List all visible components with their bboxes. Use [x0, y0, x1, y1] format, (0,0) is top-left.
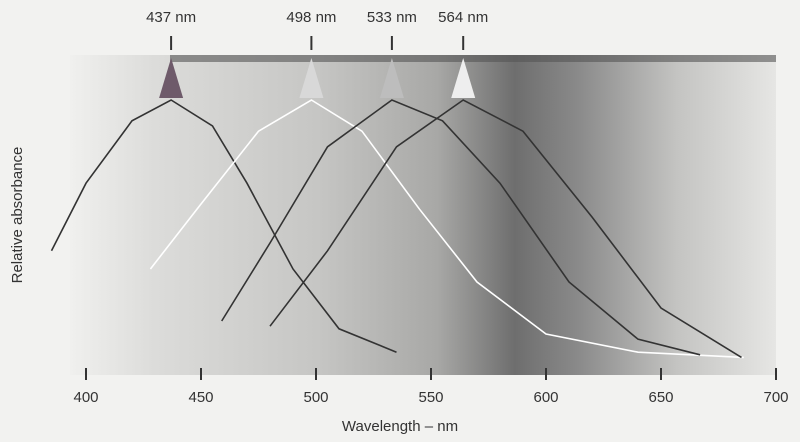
x-tick-label: 600: [533, 389, 558, 406]
peak-label: 437 nm: [146, 9, 196, 26]
x-tick-label: 650: [648, 389, 673, 406]
spectrum-band: [70, 55, 776, 375]
x-tick-label: 550: [418, 389, 443, 406]
absorbance-curve: [50, 99, 397, 353]
x-tick-label: 700: [763, 389, 788, 406]
absorbance-curve: [269, 99, 742, 359]
peak-marker: [451, 58, 476, 98]
peak-marker: [159, 58, 184, 98]
peak-marker: [379, 58, 404, 98]
x-axis-label: Wavelength – nm: [342, 418, 458, 435]
peak-label: 564 nm: [438, 9, 488, 26]
x-tick-label: 450: [188, 389, 213, 406]
absorbance-curve: [149, 99, 744, 359]
y-axis-label: Relative absorbance: [9, 147, 26, 284]
x-tick-label: 500: [303, 389, 328, 406]
absorbance-curve: [221, 99, 701, 356]
x-tick-label: 400: [73, 389, 98, 406]
peak-marker: [299, 58, 324, 98]
peak-label: 498 nm: [286, 9, 336, 26]
spectrum-top-strip: [170, 55, 776, 62]
peak-label: 533 nm: [367, 9, 417, 26]
